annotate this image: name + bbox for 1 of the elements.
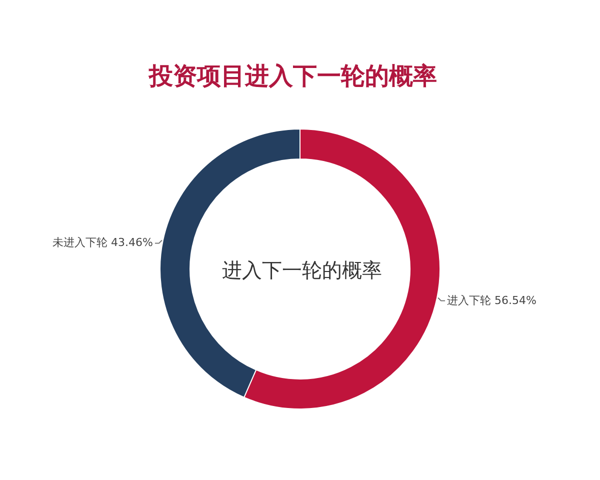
title: 投资项目进入下一轮的概率 xyxy=(149,62,437,90)
